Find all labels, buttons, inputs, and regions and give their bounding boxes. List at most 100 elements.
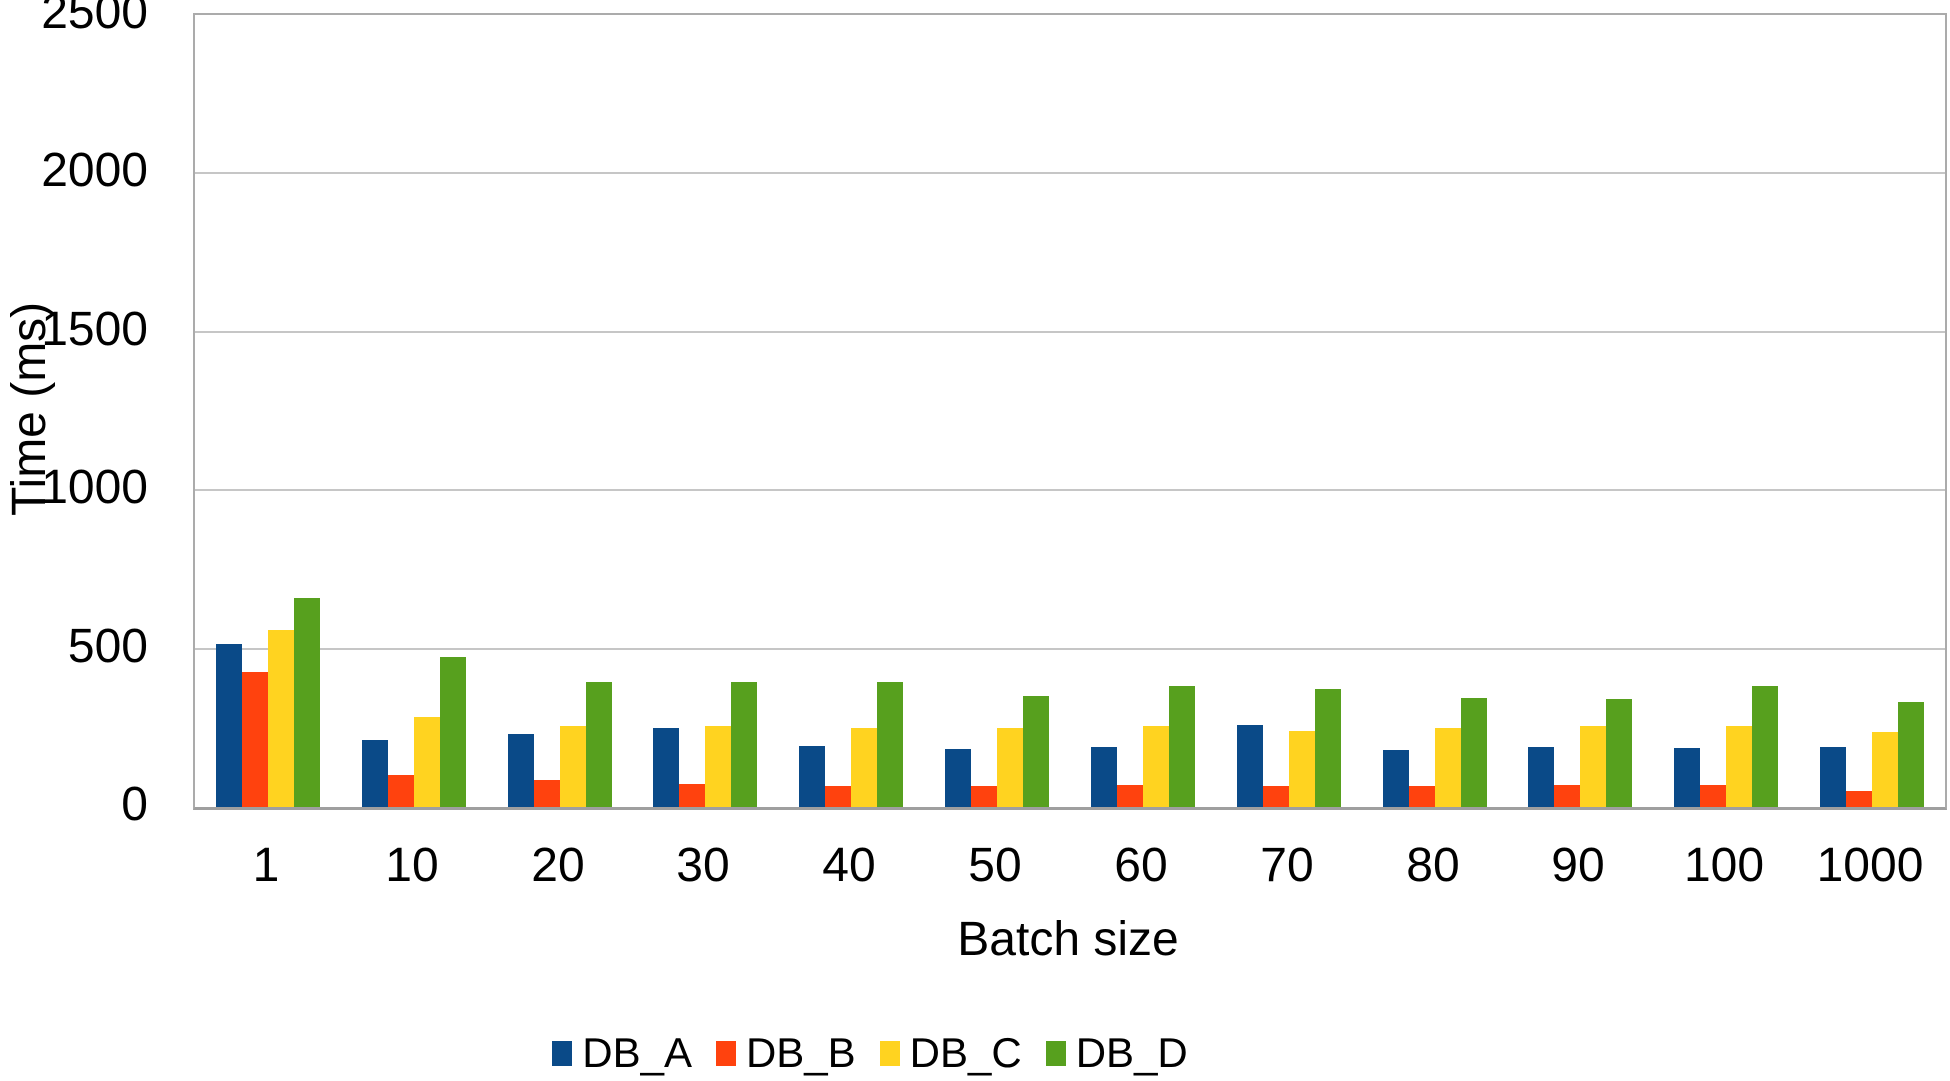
- bar-group-50: [945, 696, 1049, 807]
- bar-DB_C-90: [1580, 726, 1606, 807]
- x-axis-tick-labels: 1 10 20 30 40 50 60 70 80 90 100 1000: [193, 842, 1943, 902]
- legend-label: DB_D: [1075, 1029, 1188, 1076]
- x-tick-label-10: 10: [385, 839, 439, 892]
- bar-DB_C-10: [414, 717, 440, 807]
- bar-group-40: [799, 682, 903, 807]
- bar-DB_A-60: [1091, 747, 1117, 807]
- bar-DB_C-1000: [1872, 732, 1898, 807]
- bar-DB_A-90: [1528, 747, 1554, 807]
- bar-group-20: [508, 682, 612, 807]
- bar-DB_D-90: [1606, 699, 1632, 807]
- x-tick-label-70: 70: [1260, 839, 1314, 892]
- gridline-500: [195, 648, 1945, 650]
- bar-DB_B-20: [534, 780, 560, 807]
- legend-item-DB_C: DB_C: [879, 1029, 1022, 1076]
- bar-DB_A-1: [216, 644, 242, 807]
- legend-item-DB_D: DB_D: [1045, 1029, 1188, 1076]
- bar-DB_D-30: [731, 682, 757, 807]
- y-tick-label: 1000: [41, 461, 148, 514]
- legend-swatch-icon: [715, 1040, 736, 1066]
- bar-group-80: [1383, 698, 1487, 807]
- bar-DB_B-70: [1263, 786, 1289, 807]
- bar-DB_C-60: [1143, 726, 1169, 807]
- bar-DB_A-1000: [1820, 747, 1846, 807]
- x-tick-label-1000: 1000: [1816, 839, 1924, 892]
- bar-DB_B-100: [1700, 785, 1726, 807]
- bar-group-100: [1674, 686, 1778, 807]
- y-tick-label: 500: [67, 620, 148, 673]
- y-tick-label: 2000: [41, 144, 148, 197]
- bar-DB_D-100: [1752, 686, 1778, 807]
- bar-DB_C-70: [1289, 731, 1315, 807]
- bar-DB_C-100: [1726, 726, 1752, 807]
- bar-DB_A-40: [799, 746, 825, 807]
- bar-DB_D-40: [877, 682, 903, 807]
- x-tick-label-1: 1: [252, 839, 280, 892]
- y-tick-label: 0: [121, 778, 148, 831]
- bar-DB_D-80: [1461, 698, 1487, 807]
- y-tick-label: 1500: [41, 303, 148, 356]
- bar-DB_D-10: [440, 657, 466, 807]
- bar-group-1: [216, 598, 320, 807]
- x-tick-label-90: 90: [1551, 839, 1605, 892]
- bar-DB_B-30: [679, 784, 705, 807]
- bar-DB_B-1: [242, 672, 268, 807]
- legend-swatch-icon: [879, 1040, 900, 1066]
- bar-DB_A-20: [508, 734, 534, 807]
- gridline-1500: [195, 331, 1945, 333]
- bar-DB_B-60: [1117, 785, 1143, 807]
- bar-DB_A-30: [653, 728, 679, 807]
- bar-DB_C-20: [560, 726, 586, 807]
- x-tick-label-50: 50: [968, 839, 1022, 892]
- bar-DB_A-10: [362, 740, 388, 807]
- x-tick-label-20: 20: [531, 839, 585, 892]
- x-tick-label-100: 100: [1683, 839, 1765, 892]
- bar-DB_A-80: [1383, 750, 1409, 807]
- bar-DB_B-90: [1554, 785, 1580, 807]
- x-tick-label-30: 30: [676, 839, 730, 892]
- bar-DB_D-1000: [1898, 702, 1924, 807]
- y-tick-label: 2500: [41, 0, 148, 39]
- legend-swatch-icon: [552, 1040, 573, 1066]
- bar-group-10: [362, 657, 466, 807]
- bar-DB_D-50: [1023, 696, 1049, 807]
- bar-group-90: [1528, 699, 1632, 807]
- legend-label: DB_B: [745, 1029, 856, 1076]
- bar-DB_D-1: [294, 598, 320, 807]
- bar-DB_C-80: [1435, 728, 1461, 807]
- bar-DB_B-80: [1409, 786, 1435, 807]
- legend-label: DB_C: [909, 1029, 1022, 1076]
- bar-DB_B-40: [825, 786, 851, 807]
- legend-item-DB_A: DB_A: [552, 1032, 692, 1074]
- bar-group-60: [1091, 686, 1195, 807]
- bar-DB_D-70: [1315, 689, 1341, 807]
- bar-DB_B-50: [971, 786, 997, 807]
- bar-DB_C-50: [997, 728, 1023, 807]
- bar-group-30: [653, 682, 757, 807]
- x-tick-label-40: 40: [822, 839, 876, 892]
- bar-DB_A-70: [1237, 725, 1263, 807]
- bar-group-70: [1237, 689, 1341, 807]
- bar-DB_D-20: [586, 682, 612, 807]
- bar-DB_D-60: [1169, 686, 1195, 807]
- bar-DB_C-1: [268, 630, 294, 807]
- legend: DB_A DB_B DB_C DB_D: [0, 1032, 1845, 1074]
- x-tick-label-60: 60: [1114, 839, 1168, 892]
- y-axis-tick-labels: 2500 2000 1500 1000 500 0: [0, 0, 150, 1081]
- legend-item-DB_B: DB_B: [715, 1029, 856, 1076]
- bar-DB_B-10: [388, 775, 414, 807]
- gridline-2000: [195, 172, 1945, 174]
- x-tick-label-80: 80: [1406, 839, 1460, 892]
- plot-area: [193, 13, 1947, 810]
- bar-group-1000: [1820, 702, 1924, 807]
- bar-DB_C-30: [705, 726, 731, 807]
- bar-DB_B-1000: [1846, 791, 1872, 807]
- legend-label: DB_A: [582, 1029, 692, 1076]
- x-axis-title: Batch size: [957, 913, 1179, 966]
- gridline-1000: [195, 489, 1945, 491]
- bar-DB_C-40: [851, 728, 877, 807]
- bar-DB_A-50: [945, 749, 971, 807]
- legend-swatch-icon: [1045, 1040, 1066, 1066]
- bar-DB_A-100: [1674, 748, 1700, 807]
